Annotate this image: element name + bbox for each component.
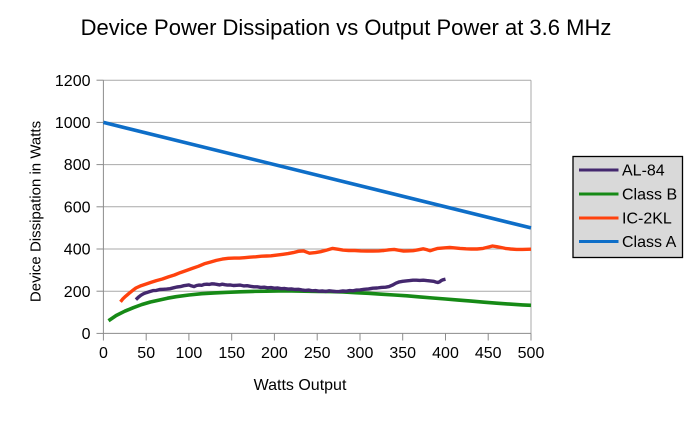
svg-text:Device Dissipation in Watts: Device Dissipation in Watts <box>28 121 45 302</box>
svg-text:1200: 1200 <box>55 73 91 90</box>
svg-text:IC-2KL: IC-2KL <box>622 211 672 228</box>
svg-text:50: 50 <box>137 345 155 362</box>
svg-text:Class B: Class B <box>622 187 677 204</box>
svg-text:AL-84: AL-84 <box>622 163 665 180</box>
svg-text:Watts Output: Watts Output <box>254 377 347 394</box>
svg-text:200: 200 <box>261 345 288 362</box>
svg-text:150: 150 <box>218 345 245 362</box>
svg-text:400: 400 <box>64 242 91 259</box>
svg-text:250: 250 <box>304 345 331 362</box>
svg-text:500: 500 <box>518 345 545 362</box>
svg-text:Class A: Class A <box>622 234 677 251</box>
svg-text:Device Power Dissipation vs Ou: Device Power Dissipation vs Output Power… <box>81 15 612 40</box>
svg-text:0: 0 <box>99 345 108 362</box>
svg-text:400: 400 <box>432 345 459 362</box>
svg-text:200: 200 <box>64 284 91 301</box>
svg-text:800: 800 <box>64 157 91 174</box>
svg-text:0: 0 <box>82 326 91 343</box>
svg-text:100: 100 <box>176 345 203 362</box>
svg-text:1000: 1000 <box>55 115 91 132</box>
svg-text:350: 350 <box>389 345 416 362</box>
svg-text:450: 450 <box>475 345 502 362</box>
svg-text:600: 600 <box>64 199 91 216</box>
svg-text:300: 300 <box>347 345 374 362</box>
